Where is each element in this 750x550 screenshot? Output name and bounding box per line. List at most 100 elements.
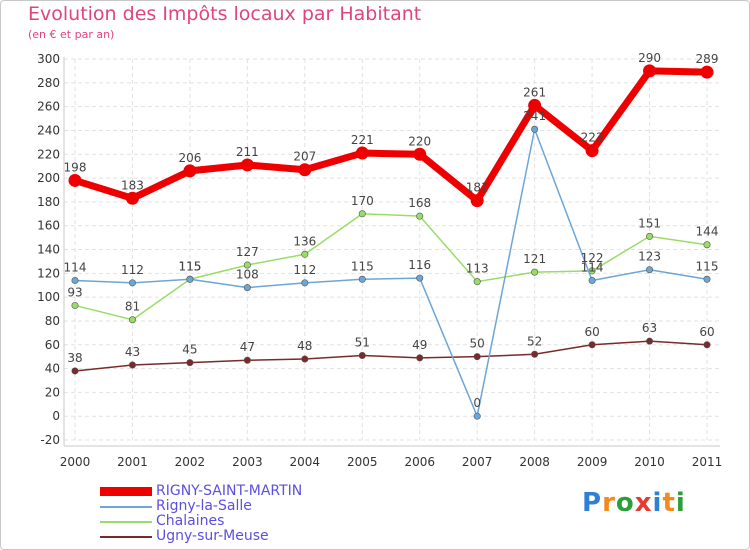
y-tick-label: 120 xyxy=(37,266,60,280)
data-label: 115 xyxy=(178,259,201,273)
x-tick-label: 2009 xyxy=(577,455,608,469)
data-point xyxy=(413,147,427,161)
data-point xyxy=(301,279,309,287)
data-label: 168 xyxy=(408,196,431,210)
legend-item: Chalaines xyxy=(100,514,302,529)
data-point xyxy=(703,241,711,249)
data-label: 115 xyxy=(178,259,201,273)
x-tick-label: 2008 xyxy=(519,455,550,469)
data-point xyxy=(703,275,711,283)
data-point xyxy=(243,261,251,269)
data-label: 0 xyxy=(473,396,481,410)
logo-letter: P xyxy=(582,488,603,518)
logo-letter: o xyxy=(615,488,635,518)
data-label: 207 xyxy=(293,150,316,164)
data-label: 170 xyxy=(351,194,374,208)
data-label: 60 xyxy=(584,325,599,339)
data-point xyxy=(71,301,79,309)
data-label: 122 xyxy=(581,251,604,265)
legend-item: Rigny-la-Salle xyxy=(100,499,302,514)
data-point xyxy=(298,163,312,177)
data-label: 114 xyxy=(64,260,87,274)
x-tick-label: 2006 xyxy=(404,455,435,469)
x-tick-label: 2004 xyxy=(290,455,321,469)
data-label: 114 xyxy=(581,260,604,274)
data-point xyxy=(588,276,596,284)
data-label: 51 xyxy=(355,335,370,349)
data-label: 261 xyxy=(523,85,546,99)
data-point xyxy=(531,125,539,133)
legend-swatch-rigny-la-salle xyxy=(100,505,152,508)
y-tick-label: 300 xyxy=(37,52,60,66)
y-tick-label: 80 xyxy=(45,314,60,328)
data-label: 112 xyxy=(121,263,144,277)
series-line-ugny-sur-meuse xyxy=(74,340,708,372)
data-point xyxy=(358,351,366,359)
y-tick-label: 220 xyxy=(37,147,60,161)
y-tick-label: -20 xyxy=(40,433,60,447)
data-label: 63 xyxy=(642,321,657,335)
data-point xyxy=(531,268,539,276)
y-tick-label: 160 xyxy=(37,219,60,233)
data-point xyxy=(416,274,424,282)
legend-label: Chalaines xyxy=(156,513,225,529)
series-line-rigny-la-salle xyxy=(74,128,708,417)
y-tick-label: 140 xyxy=(37,243,60,257)
x-tick-label: 2001 xyxy=(117,455,148,469)
logo-letter: i xyxy=(652,488,663,518)
data-point xyxy=(588,341,596,349)
legend-label: Rigny-la-Salle xyxy=(156,498,252,514)
y-tick-label: 20 xyxy=(45,385,60,399)
data-point xyxy=(128,279,136,287)
data-label: 241 xyxy=(523,109,546,123)
data-label: 136 xyxy=(293,234,316,248)
data-label: 81 xyxy=(125,300,140,314)
data-label: 38 xyxy=(67,351,82,365)
x-tick-label: 2002 xyxy=(175,455,206,469)
y-tick-label: 60 xyxy=(45,338,60,352)
data-point xyxy=(125,191,139,205)
data-point xyxy=(531,350,539,358)
data-point xyxy=(71,276,79,284)
chart-subtitle: (en € et par an) xyxy=(28,28,115,41)
x-tick-label: 2005 xyxy=(347,455,378,469)
data-point xyxy=(585,144,599,158)
logo-letter: i xyxy=(675,488,686,518)
data-label: 144 xyxy=(696,225,719,239)
data-label: 115 xyxy=(696,259,719,273)
data-point xyxy=(646,337,654,345)
data-label: 48 xyxy=(297,339,312,353)
data-label: 289 xyxy=(696,52,719,66)
y-tick-label: 240 xyxy=(37,123,60,137)
y-tick-label: 280 xyxy=(37,76,60,90)
data-point xyxy=(68,173,82,187)
series-line-chalaines xyxy=(74,213,708,321)
data-point xyxy=(301,355,309,363)
data-point xyxy=(240,158,254,172)
data-label: 151 xyxy=(638,216,661,230)
data-point xyxy=(358,275,366,283)
data-point xyxy=(128,361,136,369)
legend-swatch-chalaines xyxy=(100,520,152,523)
data-label: 115 xyxy=(351,259,374,273)
logo-letter: t xyxy=(662,488,676,518)
data-label: 113 xyxy=(466,262,489,276)
data-label: 93 xyxy=(67,285,82,299)
data-point xyxy=(473,278,481,286)
logo-letter: r xyxy=(602,488,616,518)
x-tick-label: 2010 xyxy=(634,455,665,469)
data-point xyxy=(128,316,136,324)
data-point xyxy=(473,412,481,420)
data-label: 43 xyxy=(125,345,140,359)
proxiti-logo: Proxiti xyxy=(582,488,686,518)
data-point xyxy=(355,146,369,160)
x-tick-label: 2000 xyxy=(60,455,91,469)
data-label: 52 xyxy=(527,334,542,348)
data-label: 221 xyxy=(351,133,374,147)
data-point xyxy=(470,194,484,208)
data-label: 60 xyxy=(699,325,714,339)
data-point xyxy=(71,367,79,375)
data-label: 45 xyxy=(182,343,197,357)
logo-letter: x xyxy=(634,488,653,518)
